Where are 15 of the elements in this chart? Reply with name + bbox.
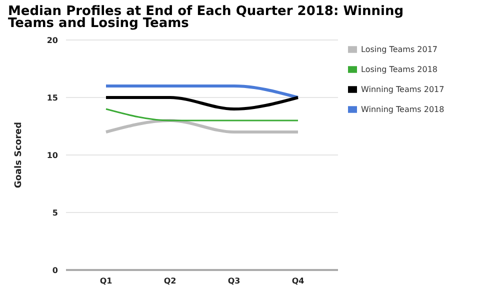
y-axis-title: Goals Scored bbox=[14, 122, 24, 188]
legend-label: Losing Teams 2017 bbox=[361, 45, 438, 54]
y-tick-label: 20 bbox=[46, 36, 58, 45]
y-tick-label: 15 bbox=[46, 93, 58, 102]
legend-label: Losing Teams 2018 bbox=[361, 65, 438, 74]
legend-label: Winning Teams 2018 bbox=[361, 105, 444, 114]
x-tick-label: Q2 bbox=[164, 276, 176, 286]
x-tick-label: Q3 bbox=[228, 276, 240, 286]
x-tick-label: Q1 bbox=[100, 276, 113, 286]
chart-title: Median Profiles at End of Each Quarter 2018: Winning Teams and Losing Teams bbox=[8, 4, 405, 31]
x-tick-label: Q4 bbox=[292, 276, 305, 286]
legend-label: Winning Teams 2017 bbox=[361, 85, 444, 94]
y-tick-label: 0 bbox=[52, 266, 58, 275]
y-tick-label: 5 bbox=[52, 208, 58, 218]
y-tick-label: 10 bbox=[46, 150, 58, 160]
